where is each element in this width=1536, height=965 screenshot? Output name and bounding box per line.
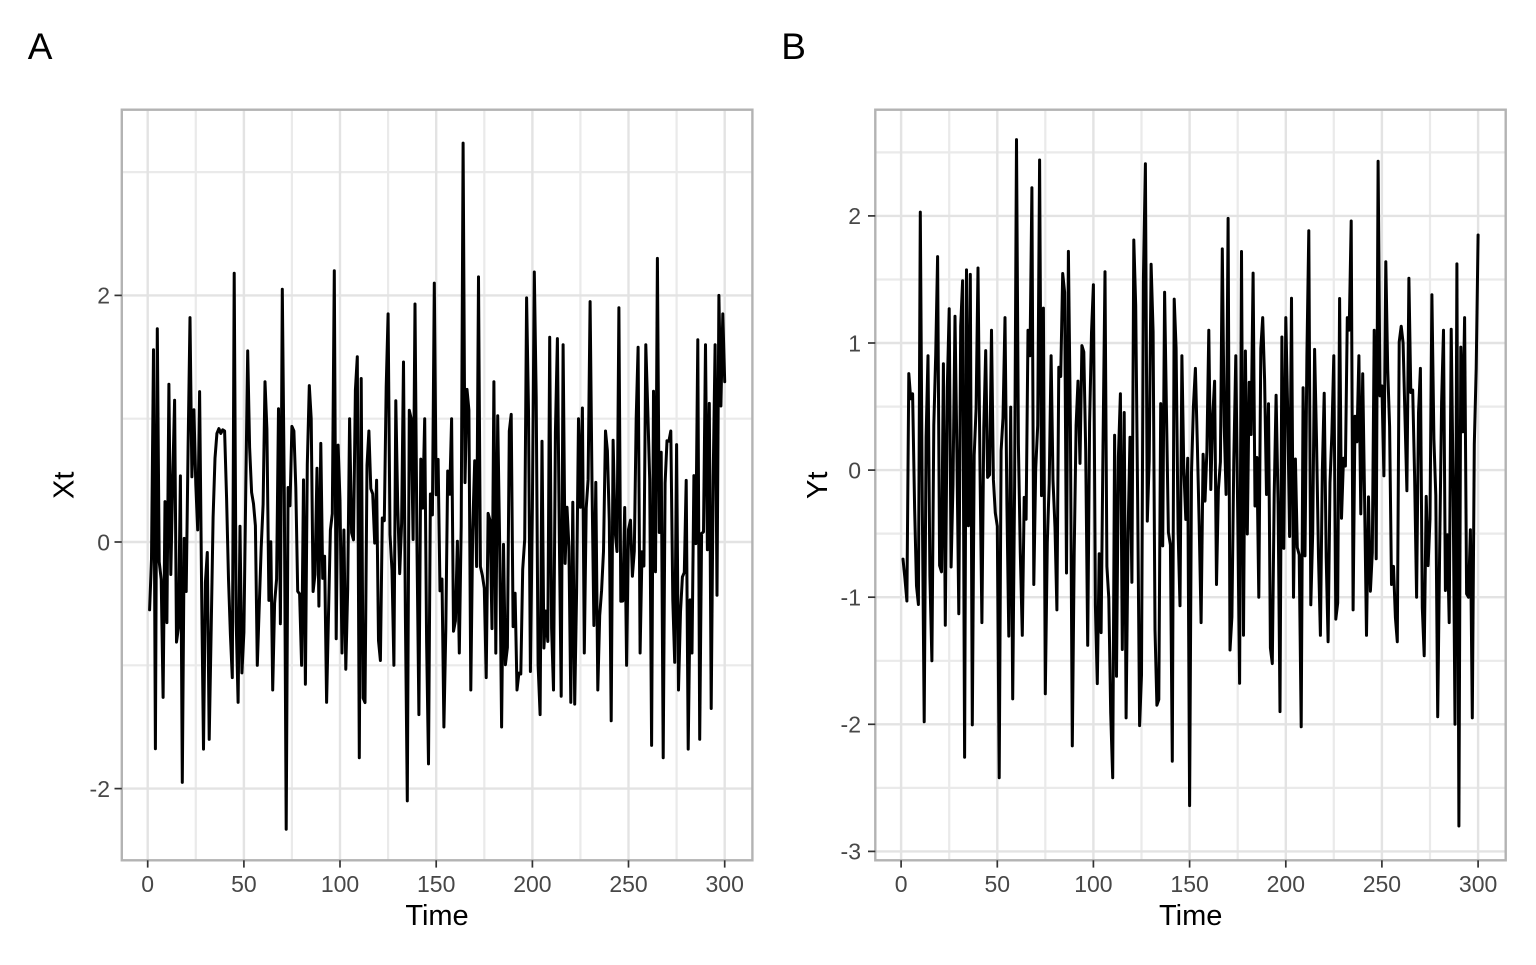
svg-text:200: 200	[1267, 871, 1305, 897]
svg-text:A: A	[28, 26, 53, 67]
svg-text:-2: -2	[841, 712, 861, 738]
svg-text:50: 50	[985, 871, 1011, 897]
svg-text:-1: -1	[841, 585, 861, 611]
svg-text:150: 150	[417, 871, 455, 897]
svg-text:2: 2	[97, 283, 110, 309]
svg-text:Time: Time	[1159, 900, 1222, 932]
svg-text:0: 0	[141, 871, 154, 897]
svg-text:1: 1	[848, 330, 861, 356]
svg-text:-2: -2	[90, 776, 110, 802]
svg-text:0: 0	[848, 457, 861, 483]
svg-text:100: 100	[1074, 871, 1112, 897]
svg-text:300: 300	[1459, 871, 1497, 897]
svg-text:100: 100	[321, 871, 359, 897]
svg-text:150: 150	[1170, 871, 1208, 897]
svg-text:50: 50	[231, 871, 257, 897]
svg-text:200: 200	[513, 871, 551, 897]
svg-text:B: B	[781, 26, 806, 67]
svg-text:Time: Time	[405, 900, 468, 932]
svg-text:Xt: Xt	[48, 472, 80, 499]
svg-text:300: 300	[706, 871, 744, 897]
svg-text:-3: -3	[841, 839, 861, 865]
svg-text:250: 250	[609, 871, 647, 897]
svg-text:0: 0	[895, 871, 908, 897]
svg-text:2: 2	[848, 203, 861, 229]
svg-text:250: 250	[1363, 871, 1401, 897]
svg-text:0: 0	[97, 529, 110, 555]
svg-text:Yt: Yt	[802, 472, 834, 499]
